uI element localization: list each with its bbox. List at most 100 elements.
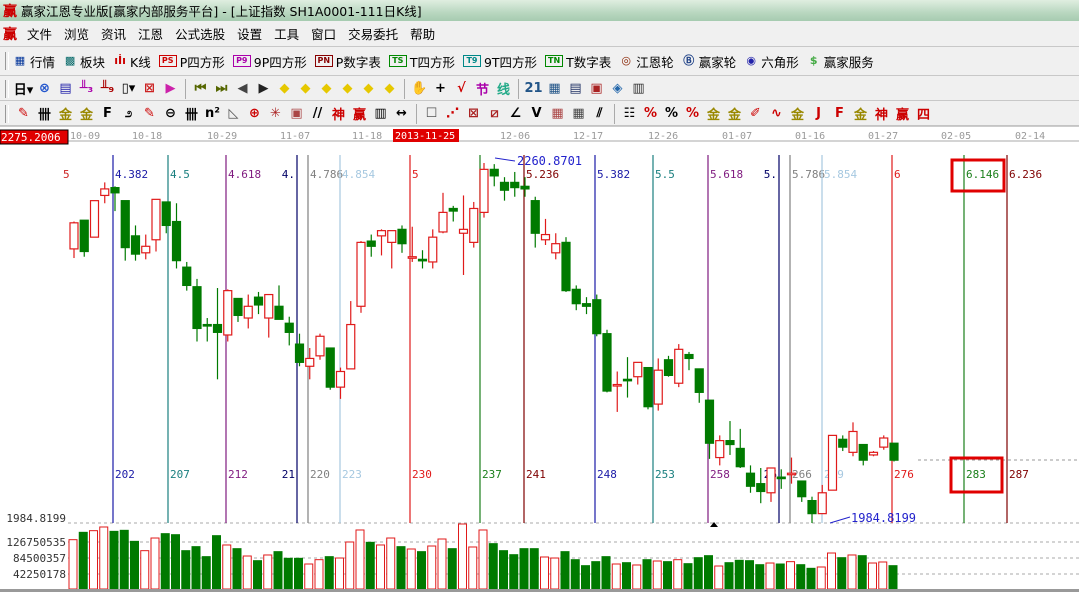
candle[interactable]	[212, 288, 223, 380]
candle[interactable]	[223, 289, 233, 342]
gold-3-icon[interactable]: 金	[790, 108, 804, 123]
candle[interactable]	[735, 428, 745, 468]
v-icon[interactable]: V	[531, 106, 542, 121]
grid2-icon[interactable]: ▦	[572, 106, 585, 121]
calculator-icon[interactable]: ▦	[548, 81, 561, 96]
v-line-icon[interactable]: √	[457, 81, 466, 96]
toolbar-button-hexagon[interactable]: ◉ 六角形	[744, 52, 798, 71]
volume-bar[interactable]	[519, 548, 529, 590]
volume-bar[interactable]	[355, 529, 365, 590]
candle[interactable]	[233, 297, 243, 322]
hand-icon[interactable]: ✋	[411, 81, 428, 96]
candle[interactable]	[807, 496, 817, 524]
diamond-expand-icon[interactable]: ◆	[321, 81, 332, 96]
percent-slash-icon[interactable]: %	[643, 106, 658, 121]
toolbar-button-dollar[interactable]: $ 赢家服务	[807, 52, 874, 71]
menu-item-8[interactable]: 交易委托	[348, 27, 399, 42]
toolbar-button-gann-wheel[interactable]: ◎ 江恩轮	[619, 52, 673, 71]
volume-bar[interactable]	[468, 546, 478, 590]
candle[interactable]	[602, 329, 612, 393]
candle[interactable]	[868, 451, 879, 457]
candle[interactable]	[653, 358, 663, 411]
volume-bar[interactable]	[663, 561, 672, 590]
shen-icon[interactable]: 神	[331, 108, 345, 123]
last-icon[interactable]: ⏭	[215, 81, 228, 96]
volume-bar[interactable]	[406, 548, 416, 590]
volume-bar[interactable]	[724, 562, 734, 590]
candle[interactable]	[110, 186, 120, 212]
volume-bar[interactable]	[191, 546, 201, 590]
volume-bar[interactable]	[796, 564, 806, 590]
volume-bar[interactable]	[786, 561, 795, 590]
candle[interactable]	[561, 237, 571, 292]
volume-bar[interactable]	[540, 556, 549, 590]
candle[interactable]	[100, 182, 110, 204]
slash-lines-icon[interactable]: //	[312, 106, 323, 121]
gold-lines-icon[interactable]: 金	[727, 108, 741, 123]
candle[interactable]	[315, 333, 325, 360]
volume-bar[interactable]	[878, 561, 888, 590]
candle[interactable]	[89, 200, 100, 238]
volume-bar[interactable]	[611, 563, 621, 590]
volume-bar[interactable]	[283, 557, 293, 590]
volume-bar[interactable]	[488, 543, 498, 590]
box-fan-icon[interactable]: ⧄	[490, 106, 499, 121]
candle[interactable]	[69, 221, 79, 259]
parallel-slash-icon[interactable]: ⫽	[596, 106, 603, 121]
candle[interactable]	[817, 484, 827, 515]
angle-icon[interactable]: ∠	[509, 106, 522, 121]
volume-bar[interactable]	[396, 546, 406, 590]
toolbar-button-ps[interactable]: PS P四方形	[158, 52, 225, 71]
pen-icon[interactable]: ✎	[18, 106, 29, 121]
volume-bar[interactable]	[591, 561, 601, 590]
volume-bar[interactable]	[775, 563, 785, 590]
fan-icon[interactable]: ⋰	[446, 106, 459, 121]
diamond-vexpand-icon[interactable]: ◆	[363, 81, 374, 96]
candle[interactable]	[192, 278, 202, 342]
disable-icon[interactable]: ⊠	[144, 81, 155, 96]
volume-bar[interactable]	[550, 557, 560, 590]
toolbar-button-p9[interactable]: P9 9P四方形	[232, 52, 307, 71]
candle[interactable]	[325, 347, 335, 390]
kline-chart[interactable]: 10-09 10-18 10-29 11-07 11-18 2013-11-25 12-06…	[0, 125, 1079, 592]
notes-icon[interactable]: ▤	[569, 81, 582, 96]
volume-bar[interactable]	[734, 559, 744, 590]
toolbar-button-candles[interactable]: ıİı K线	[113, 52, 151, 71]
candle[interactable]	[243, 294, 253, 329]
n2-icon[interactable]: n²	[205, 106, 220, 121]
menu-item-3[interactable]: 江恩	[138, 27, 164, 42]
volume-bar[interactable]	[386, 537, 396, 590]
candle[interactable]	[694, 368, 704, 403]
candle[interactable]	[510, 171, 520, 197]
volume-bar[interactable]	[99, 526, 109, 590]
volume-bar[interactable]	[181, 550, 191, 590]
volume-bar[interactable]	[478, 529, 488, 590]
chart-canvas[interactable]: 10-09 10-18 10-29 11-07 11-18 2013-11-25 12-06…	[0, 125, 1079, 592]
volume-bar[interactable]	[242, 555, 252, 590]
candle[interactable]	[151, 198, 161, 252]
volume-bar[interactable]	[704, 555, 713, 590]
volume-bar[interactable]	[89, 530, 98, 590]
toolbar-grip[interactable]	[5, 104, 9, 123]
candle[interactable]	[253, 291, 264, 315]
candle[interactable]	[376, 229, 387, 256]
menu-item-0[interactable]: 文件	[27, 27, 53, 42]
candle[interactable]	[448, 205, 458, 222]
candle[interactable]	[356, 241, 366, 313]
candle-type-icon[interactable]: ▯▾	[121, 81, 136, 96]
candle[interactable]	[766, 467, 776, 502]
computer-icon[interactable]: ▥	[632, 81, 645, 96]
candle[interactable]	[417, 250, 428, 269]
volume-bar[interactable]	[427, 545, 437, 590]
volume-bar[interactable]	[345, 541, 355, 590]
chart3-icon[interactable]: ╨₃	[79, 81, 94, 96]
candle[interactable]	[130, 225, 141, 261]
ying-angle-icon[interactable]: 赢	[895, 108, 909, 123]
crosshair-icon[interactable]: +	[435, 81, 446, 96]
candle[interactable]	[79, 219, 89, 257]
candle[interactable]	[387, 230, 397, 269]
candle[interactable]	[499, 177, 510, 201]
candle[interactable]	[458, 195, 469, 275]
candle[interactable]	[489, 164, 499, 187]
toolbar-button-grid-table[interactable]: ▦ 行情	[13, 52, 55, 71]
